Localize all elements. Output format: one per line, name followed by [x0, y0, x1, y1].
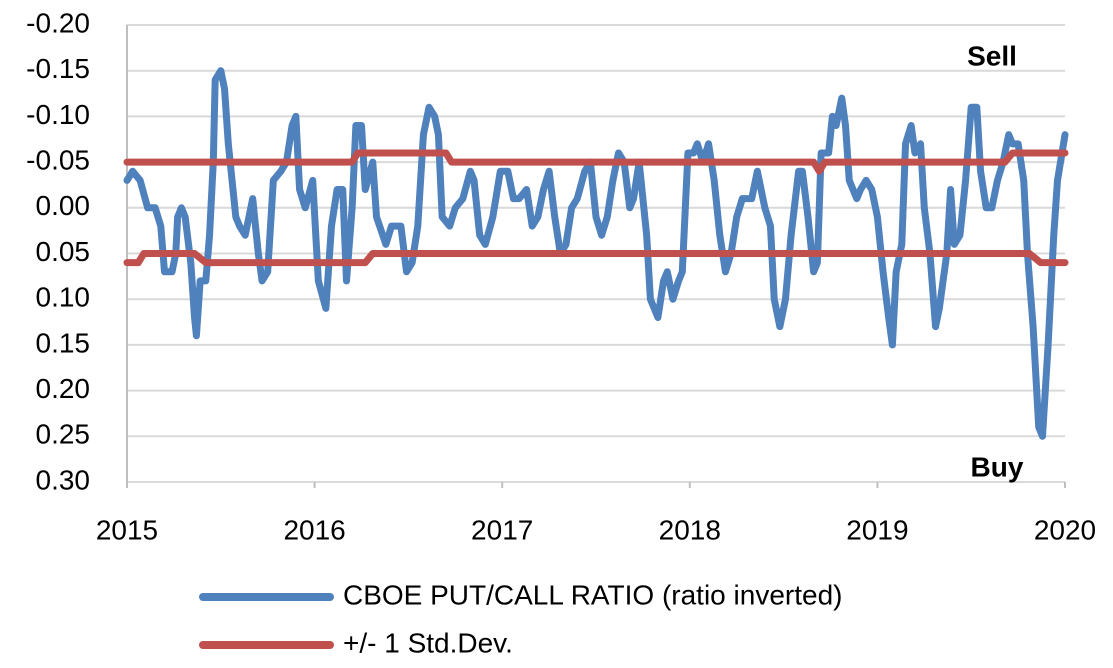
y-tick-label: 0.20 [36, 373, 91, 404]
x-tick-label: 2015 [96, 514, 158, 545]
annotation: Buy [971, 451, 1024, 482]
y-tick-label: -0.05 [26, 144, 90, 175]
y-tick-label: -0.10 [26, 99, 90, 130]
annotation: Sell [967, 40, 1017, 71]
y-tick-label: -0.20 [26, 7, 90, 38]
x-tick-label: 2017 [471, 514, 533, 545]
legend-label: +/- 1 Std.Dev. [343, 627, 513, 658]
x-tick-label: 2020 [1034, 514, 1096, 545]
y-tick-label: 0.30 [36, 464, 91, 495]
y-tick-label: 0.00 [36, 190, 91, 221]
x-tick-label: 2019 [846, 514, 908, 545]
x-tick-label: 2016 [283, 514, 345, 545]
plot: -0.20 -0.15 -0.10 -0.05 0.00 0.05 0.10 0.15 0.20… [26, 7, 1096, 658]
y-tick-label: -0.15 [26, 53, 90, 84]
y-tick-label: 0.25 [36, 419, 91, 450]
y-tick-label: 0.15 [36, 327, 91, 358]
band-line [123, 250, 1069, 267]
legend-label: CBOE PUT/CALL RATIO (ratio inverted) [343, 579, 842, 610]
series-line [123, 67, 1069, 440]
x-tick-label: 2018 [659, 514, 721, 545]
band-line [123, 149, 1069, 175]
y-tick-label: 0.10 [36, 282, 91, 313]
y-tick-label: 0.05 [36, 236, 91, 267]
